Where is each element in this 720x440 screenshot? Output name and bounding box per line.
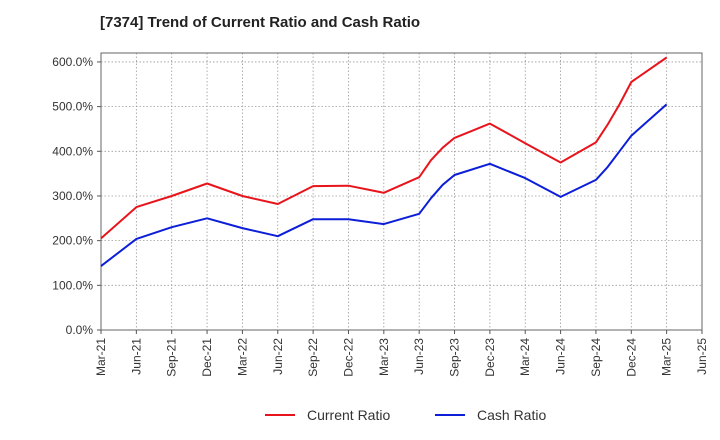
x-tick-label: Sep-22 xyxy=(306,338,320,377)
y-tick-label: 500.0% xyxy=(52,100,93,114)
x-tick-label: Mar-22 xyxy=(235,338,249,376)
x-tick-label: Mar-25 xyxy=(660,338,674,376)
x-tick-label: Sep-21 xyxy=(165,338,179,377)
series-line-cash-ratio xyxy=(100,103,668,267)
x-tick-label: Jun-25 xyxy=(695,338,709,375)
x-tick-label: Mar-24 xyxy=(518,338,532,376)
y-tick-label: 100.0% xyxy=(52,278,93,292)
x-tick-label: Mar-23 xyxy=(377,338,391,376)
plot-frame xyxy=(100,52,703,331)
legend-label: Current Ratio xyxy=(307,407,390,423)
y-tick-label: 200.0% xyxy=(52,234,93,248)
x-tick-label: Mar-21 xyxy=(94,338,108,376)
legend-label: Cash Ratio xyxy=(477,407,546,423)
x-tick-label: Jun-23 xyxy=(412,338,426,375)
x-tick-label: Sep-24 xyxy=(589,338,603,377)
x-tick-label: Jun-24 xyxy=(554,338,568,375)
x-tick-label: Sep-23 xyxy=(448,338,462,377)
x-tick-label: Dec-24 xyxy=(624,338,638,377)
y-tick-label: 0.0% xyxy=(66,323,94,337)
x-tick-label: Dec-23 xyxy=(483,338,497,377)
y-tick-label: 400.0% xyxy=(52,144,93,158)
y-tick-label: 300.0% xyxy=(52,189,93,203)
series-line-current-ratio xyxy=(100,56,668,240)
x-tick-label: Dec-22 xyxy=(341,338,355,377)
y-tick-label: 600.0% xyxy=(52,55,93,69)
x-tick-label: Jun-22 xyxy=(271,338,285,375)
chart-title: [7374] Trend of Current Ratio and Cash R… xyxy=(100,14,421,31)
x-tick-label: Dec-21 xyxy=(200,338,214,377)
x-tick-label: Jun-21 xyxy=(129,338,143,375)
